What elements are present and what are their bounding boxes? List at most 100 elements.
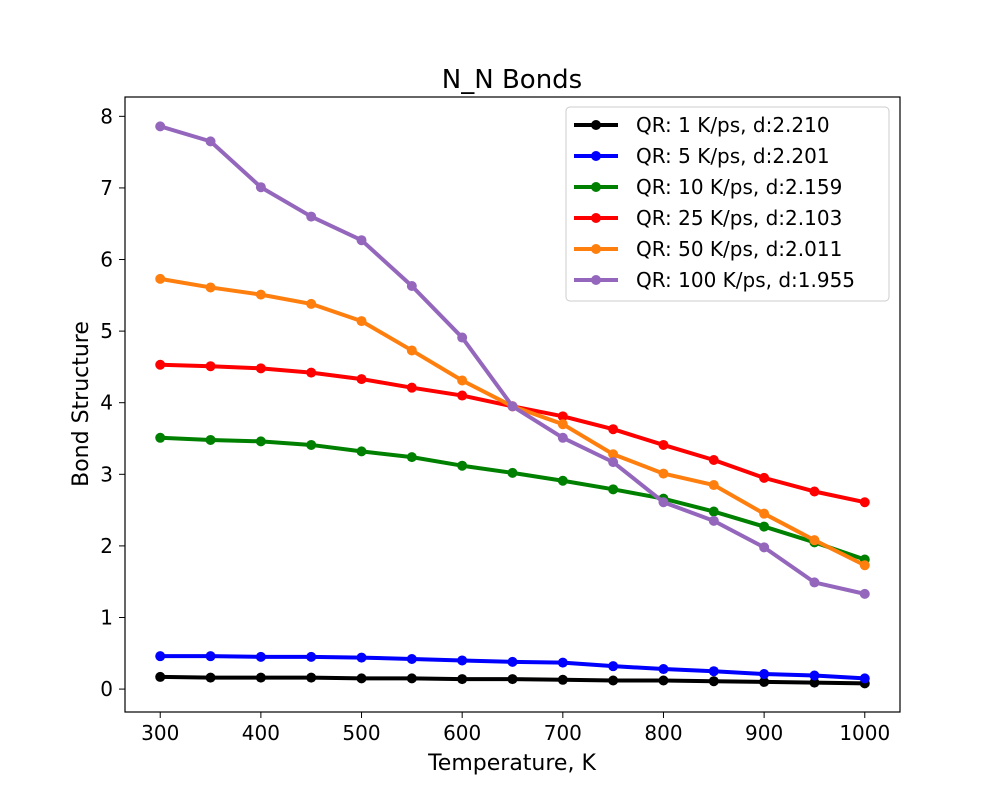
data-point [155, 671, 166, 682]
data-point [255, 289, 266, 300]
legend-label: QR: 5 K/ps, d:2.201 [636, 144, 830, 168]
y-tick-label: 5 [100, 319, 113, 343]
data-point [557, 411, 568, 422]
legend-marker [591, 275, 601, 285]
data-point [255, 363, 266, 374]
data-point [759, 521, 770, 532]
data-point [557, 674, 568, 685]
legend-label: QR: 10 K/ps, d:2.159 [636, 175, 842, 199]
data-point [557, 657, 568, 668]
chart-title: N_N Bonds [442, 65, 582, 95]
data-point [205, 136, 216, 147]
data-point [457, 655, 468, 666]
data-point [306, 672, 317, 683]
legend-marker [591, 120, 601, 130]
data-point [658, 468, 669, 479]
series-line-3 [158, 362, 867, 505]
data-point [557, 419, 568, 430]
x-tick-label: 800 [644, 721, 682, 745]
data-point [155, 432, 166, 443]
data-point [658, 664, 669, 675]
data-point [608, 424, 619, 435]
data-point [708, 480, 719, 491]
data-point [457, 460, 468, 471]
data-point [155, 273, 166, 284]
data-point [155, 121, 166, 132]
data-point [859, 560, 870, 571]
data-point [457, 390, 468, 401]
data-point [507, 656, 518, 667]
data-point [759, 472, 770, 483]
data-point [608, 449, 619, 460]
legend-marker [591, 151, 601, 161]
x-tick-label: 900 [745, 721, 783, 745]
data-point [406, 382, 417, 393]
data-point [608, 484, 619, 495]
x-tick-label: 400 [242, 721, 280, 745]
y-tick-label: 7 [100, 176, 113, 200]
data-point [507, 401, 518, 412]
series-line-2 [158, 435, 867, 562]
legend-box [565, 106, 890, 302]
data-point [809, 577, 820, 588]
data-point [205, 434, 216, 445]
data-point [255, 651, 266, 662]
data-point [608, 457, 619, 468]
legend-marker [591, 213, 601, 223]
y-tick-label: 2 [100, 534, 113, 558]
y-axis-label: Bond Structure [69, 321, 94, 487]
data-point [658, 439, 669, 450]
x-tick-label: 500 [342, 721, 380, 745]
data-point [759, 508, 770, 519]
data-point [406, 452, 417, 463]
data-point [457, 332, 468, 343]
legend-label: QR: 50 K/ps, d:2.011 [636, 237, 842, 261]
legend-label: QR: 100 K/ps, d:1.955 [636, 268, 855, 292]
data-point [608, 661, 619, 672]
x-tick-label: 600 [443, 721, 481, 745]
data-point [507, 674, 518, 685]
data-point [255, 436, 266, 447]
data-point [658, 497, 669, 508]
data-point [356, 316, 367, 327]
data-point [859, 588, 870, 599]
data-point [356, 374, 367, 385]
data-point [205, 361, 216, 372]
data-point [708, 676, 719, 687]
y-tick-label: 4 [100, 391, 113, 415]
y-tick-label: 6 [100, 248, 113, 272]
data-point [759, 542, 770, 553]
x-tick-label: 700 [544, 721, 582, 745]
y-tick-label: 1 [100, 605, 113, 629]
legend-marker [591, 182, 601, 192]
data-point [608, 675, 619, 686]
data-point [205, 282, 216, 293]
data-point [255, 182, 266, 193]
data-point [155, 359, 166, 370]
data-point [809, 670, 820, 681]
data-point [457, 674, 468, 685]
plot-frame [124, 96, 901, 713]
data-point [406, 654, 417, 665]
data-point [809, 535, 820, 546]
series-line-4 [158, 276, 867, 568]
data-point [406, 281, 417, 292]
data-point [708, 666, 719, 677]
data-point [356, 652, 367, 663]
x-tick-label: 1000 [839, 721, 890, 745]
data-point [356, 235, 367, 246]
data-point [557, 475, 568, 486]
data-point [859, 673, 870, 684]
data-point [406, 345, 417, 356]
x-tick-label: 300 [141, 721, 179, 745]
data-point [356, 673, 367, 684]
y-tick-label: 8 [100, 104, 113, 128]
data-point [708, 515, 719, 526]
legend-marker [591, 244, 601, 254]
data-point [306, 211, 317, 222]
data-point [306, 367, 317, 378]
y-tick-label: 3 [100, 462, 113, 486]
data-point [205, 672, 216, 683]
data-point [356, 446, 367, 457]
